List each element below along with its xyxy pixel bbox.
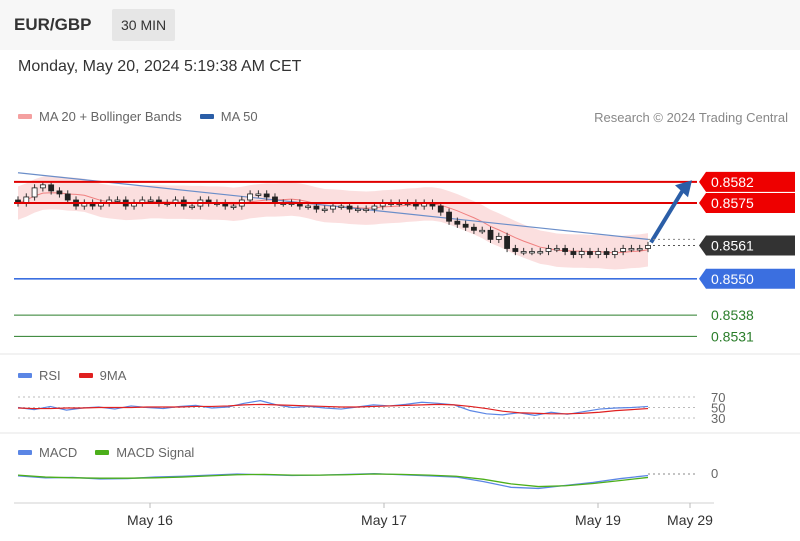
timestamp: Monday, May 20, 2024 5:19:38 AM CET [18,58,302,75]
candle-body [189,205,195,208]
candle-body [553,248,560,251]
level-label-0.8538: 0.8538 [711,307,754,323]
instrument-pair: EUR/GBP [14,15,92,34]
candle-body [321,208,328,211]
candle-body [114,199,121,202]
macd-series-MACD Signal [17,473,649,488]
candle-body [587,251,593,255]
candle-body [512,248,519,252]
rsi-series-9MA [17,403,649,415]
legend-swatch-rsi-9ma [78,373,93,378]
legend-main: MA 20 + Bollinger Bands MA 50 [18,109,276,124]
candle-body [462,223,469,228]
rsi-tick-50: 50 [711,401,725,416]
candle-body [230,205,237,208]
legend-swatch-ma20 [18,114,32,119]
candle-body [545,248,552,252]
legend-macd: MACD MACD Signal [18,445,212,460]
x-label-May-19: May 19 [575,512,621,528]
legend-swatch-macd [18,450,32,455]
legend-label-ma20: MA 20 + Bollinger Bands [39,109,182,124]
candle-body [305,205,312,208]
candle-body [570,251,577,255]
candle-body [39,184,46,189]
candle-body [628,248,635,251]
legend-label-rsi: RSI [39,368,61,383]
level-label-0.8561: 0.8561 [711,237,754,253]
candle-body [363,208,370,211]
legend-label-ma50: MA 50 [220,109,258,124]
level-label-0.8531: 0.8531 [711,328,754,344]
legend-label-rsi-9ma: 9MA [99,368,127,383]
candle-body [446,211,452,222]
candle-body [454,220,461,225]
candle-body [64,193,71,201]
candle-body [147,199,154,202]
legend-label-macd-signal: MACD Signal [116,445,195,460]
candle-body [437,205,444,213]
legend-label-macd: MACD [39,445,78,460]
bollinger-band [18,176,648,270]
price-tag-0.8550 [699,268,795,289]
candle-body [636,248,643,251]
candle-body [620,248,627,252]
level-label-0.8575: 0.8575 [711,195,754,211]
rsi-tick-70: 70 [711,390,725,405]
price-tag-0.8575 [699,193,795,214]
candle-body [520,251,527,254]
candle-body [562,248,569,252]
candle-body [487,229,494,240]
candle-body [31,187,38,198]
rsi-tick-30: 30 [711,411,725,426]
price-tag-0.8582 [699,171,795,192]
candle-body [247,193,254,201]
x-label-May-29: May 29 [667,512,713,528]
candle-body [313,205,320,210]
candle-body [611,251,618,255]
candle-body [495,235,502,240]
level-label-0.8550: 0.8550 [711,271,754,287]
legend-swatch-macd-signal [95,450,110,455]
candle-body [603,251,610,255]
candle-body [529,251,535,254]
price-tag-0.8561 [699,235,795,256]
candle-body [56,190,63,195]
candle-body [330,205,336,210]
forecast-arrow [649,187,686,244]
candle-body [595,251,602,255]
candle-body [371,205,378,210]
candle-body [338,205,345,208]
candle-body [504,235,510,249]
x-label-May-17: May 17 [361,512,407,528]
legend-rsi: RSI 9MA [18,368,144,383]
candle-body [263,193,270,198]
forecast-arrow-head [675,180,692,198]
timeframe-button[interactable]: 30 MIN [112,9,176,41]
macd-tick-0: 0 [711,466,718,481]
legend-swatch-ma50 [199,114,214,119]
legend-swatch-rsi [18,373,32,378]
candle-body [354,208,361,211]
x-label-May-16: May 16 [127,512,173,528]
candle-body [537,251,544,254]
credit-text: Research © 2024 Trading Central [594,110,788,125]
candle-body [255,193,262,196]
candle-body [578,251,585,255]
candle-body [346,205,353,210]
candle-body [479,229,486,233]
level-label-0.8582: 0.8582 [711,174,754,190]
candle-body [48,184,55,192]
candle-body [471,226,477,231]
